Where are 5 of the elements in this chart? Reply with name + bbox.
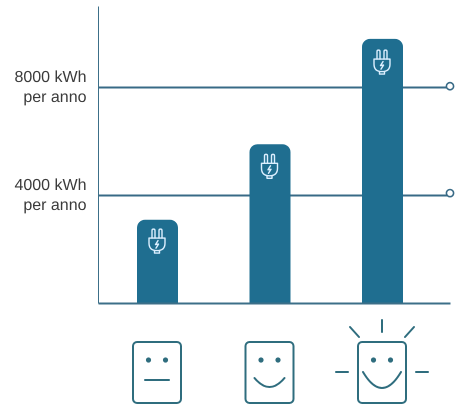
bar xyxy=(362,38,403,304)
bar xyxy=(137,220,178,304)
y-tick-label: 4000 kWh per anno xyxy=(14,177,87,214)
bar xyxy=(250,144,290,304)
y-tick-label: 8000 kWh per anno xyxy=(14,69,87,106)
